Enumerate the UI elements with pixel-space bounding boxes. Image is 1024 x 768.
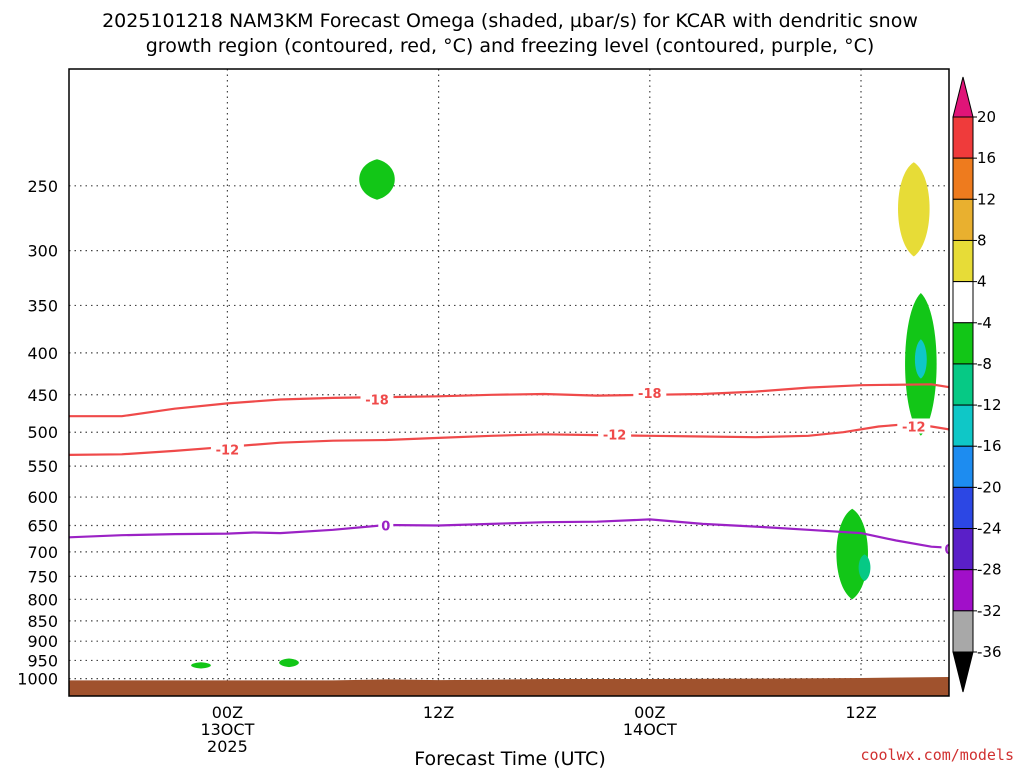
colorbar-bin — [952, 610, 974, 653]
freezing-level-0-label-bg — [941, 540, 949, 556]
y-tick-label: 700 — [27, 543, 58, 562]
y-axis-ticks: 2503003504004505005506006507007508008509… — [17, 177, 58, 689]
y-tick-label: 950 — [27, 651, 58, 670]
y-tick-label: 1000 — [17, 670, 58, 689]
x-tick-label: 14OCT — [623, 720, 677, 739]
temperature-contours: -18 -18 -12 -12 -12 0 0 — [69, 383, 953, 558]
colorbar-label: -12 — [977, 396, 1002, 414]
y-tick-label: 850 — [27, 612, 58, 631]
freezing-level-0-label: 0 — [381, 519, 390, 534]
colorbar-bin — [952, 322, 974, 365]
y-tick-label: 600 — [27, 488, 58, 507]
x-axis-label: Forecast Time (UTC) — [414, 748, 605, 768]
colorbar: 20 16 12 8 4 -4 -8 -12 -16 -20 -24 -28 -32 -36 — [952, 76, 1002, 693]
x-axis-ticks: 00Z13OCT202512Z00Z14OCT12Z00Z15OCT — [200, 703, 876, 756]
terrain-fill — [69, 677, 949, 696]
y-tick-label: 750 — [27, 567, 58, 586]
y-tick-label: 650 — [27, 516, 58, 535]
y-tick-label: 800 — [27, 590, 58, 609]
colorbar-label: 4 — [977, 273, 987, 291]
y-tick-label: 300 — [27, 242, 58, 261]
dendritic-minus12-label-bg — [210, 441, 244, 457]
colorbar-top-arrow — [952, 76, 974, 118]
dendritic-minus12-label-bg — [598, 426, 632, 442]
colorbar-bin — [952, 239, 974, 283]
plot-area: -18 -18 -12 -12 -12 0 0 — [68, 68, 953, 697]
colorbar-label: 16 — [977, 149, 996, 167]
colorbar-label: -20 — [977, 478, 1002, 496]
dendritic-minus12-line — [69, 423, 949, 456]
colorbar-label: -16 — [977, 437, 1002, 455]
colorbar-bin — [952, 404, 974, 447]
colorbar-label: -4 — [977, 314, 992, 332]
colorbar-bin — [952, 281, 974, 324]
colorbar-bin — [952, 528, 974, 571]
y-tick-label: 900 — [27, 632, 58, 651]
colorbar-bin — [952, 363, 974, 406]
colorbar-bin — [952, 198, 974, 241]
colorbar-label: -32 — [977, 602, 1002, 620]
dendritic-minus18-label: -18 — [365, 393, 389, 408]
colorbar-label: 12 — [977, 190, 996, 208]
x-tick-label: 00Z — [634, 703, 665, 722]
blob-green-sfc-960a — [191, 662, 211, 669]
grid-lines — [69, 69, 949, 696]
y-tick-label: 350 — [27, 296, 58, 315]
colorbar-bin — [952, 486, 974, 530]
blob-cyan-core-410 — [914, 339, 927, 379]
freezing-level-0-line — [69, 518, 949, 549]
x-tick-label: 00Z — [212, 703, 243, 722]
blob-green-sfc-955b — [279, 658, 299, 668]
colorbar-label: 8 — [977, 231, 987, 249]
colorbar-label: -28 — [977, 561, 1002, 579]
blob-green-upper-250 — [359, 159, 395, 200]
freezing-level-0-label: 0 — [944, 543, 953, 558]
colorbar-label: -36 — [977, 643, 1002, 661]
colorbar-bin — [952, 116, 974, 159]
colorbar-bin — [952, 445, 974, 488]
chart-title-line1: 2025101218 NAM3KM Forecast Omega (shaded… — [102, 10, 918, 32]
dendritic-minus18-label: -18 — [638, 387, 662, 402]
y-tick-label: 400 — [27, 344, 58, 363]
x-tick-label: 13OCT — [200, 720, 254, 739]
colorbar-bin — [952, 569, 974, 612]
colorbar-bottom-arrow — [952, 651, 974, 693]
colorbar-label: -24 — [977, 520, 1002, 538]
colorbar-label: 20 — [977, 108, 996, 126]
credit-text: coolwx.com/models — [860, 746, 1014, 764]
y-tick-label: 550 — [27, 457, 58, 476]
dendritic-minus18-line — [69, 383, 949, 418]
blob-teal-core-720 — [858, 554, 871, 582]
chart-title-line2: growth region (contoured, red, °C) and f… — [146, 35, 875, 57]
y-tick-label: 500 — [27, 423, 58, 442]
terrain-area — [69, 677, 949, 696]
x-tick-label: 12Z — [423, 703, 454, 722]
blob-yellow-upper-270 — [898, 162, 930, 257]
dendritic-minus12-label: -12 — [902, 420, 926, 435]
colorbar-bin — [952, 157, 974, 200]
plot-background — [69, 69, 949, 696]
freezing-level-0-label-bg — [378, 517, 394, 533]
colorbar-label: -8 — [977, 355, 992, 373]
y-tick-label: 250 — [27, 177, 58, 196]
y-tick-label: 450 — [27, 386, 58, 405]
dendritic-minus18-label-bg — [633, 385, 667, 401]
dendritic-minus18-label-bg — [360, 391, 394, 407]
dendritic-minus12-label-bg — [897, 418, 931, 434]
x-tick-label: 12Z — [845, 703, 876, 722]
plot-frame — [68, 68, 950, 697]
dendritic-minus12-label: -12 — [216, 444, 240, 459]
x-tick-label: 2025 — [207, 737, 248, 756]
dendritic-minus12-label: -12 — [603, 428, 627, 443]
